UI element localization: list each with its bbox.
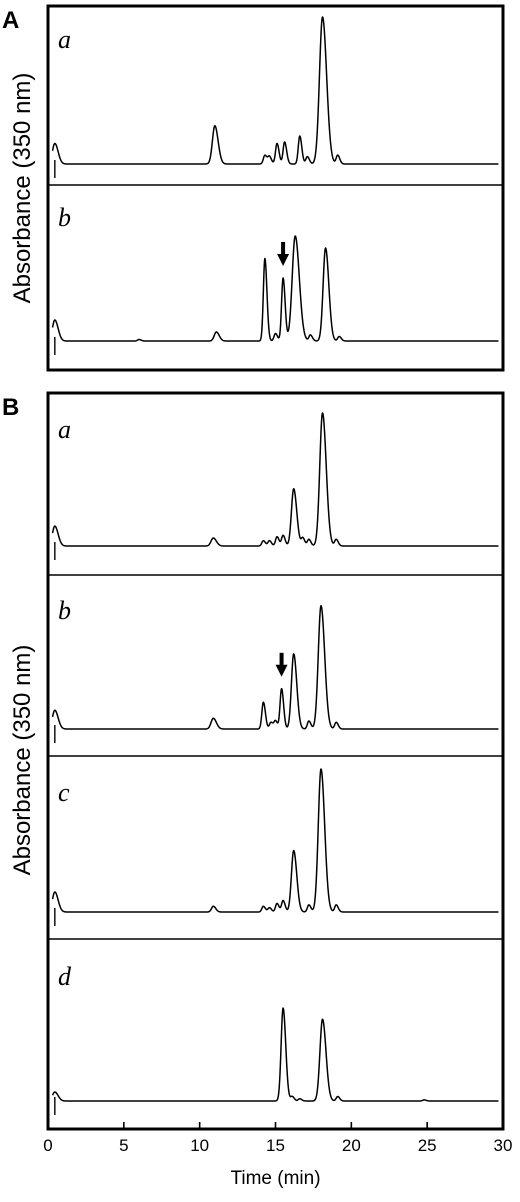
panel-a-ylabel: Absorbance (350 nm) (9, 73, 36, 304)
panel-b-trace-c-label: c (58, 778, 70, 807)
panel-a-trace-a-label: a (58, 25, 71, 54)
panel-a-trace-b-arrow-head (277, 253, 290, 266)
panel-b-trace-c-line (51, 768, 499, 913)
x-tick-label-0: 0 (43, 1136, 52, 1155)
panel-b-trace-b-label: b (58, 596, 71, 625)
panel-b-letter: B (2, 394, 19, 421)
panel-b-trace-a-line (51, 412, 499, 547)
x-tick-label-30: 30 (494, 1136, 513, 1155)
x-tick-label-20: 20 (342, 1136, 361, 1155)
panel-a-letter: A (2, 7, 19, 34)
panel-b-ylabel: Absorbance (350 nm) (9, 645, 36, 876)
x-tick-label-15: 15 (266, 1136, 285, 1155)
panel-b-trace-d-label: d (58, 962, 72, 991)
panel-b-trace-b-arrow-head (275, 664, 288, 677)
panel-a-frame (46, 4, 505, 372)
panel-a-trace-a-line (51, 16, 499, 165)
panel-a-trace-b-line (51, 235, 499, 342)
panel-b-trace-b-line (51, 604, 499, 730)
panel-b-frame (46, 391, 505, 1131)
panel-b-trace-d-line (51, 1007, 499, 1102)
panel-b-trace-a-label: a (58, 415, 71, 444)
panel-a-trace-b-label: b (58, 203, 71, 232)
x-axis-label: Time (min) (230, 1168, 320, 1189)
x-tick-label-25: 25 (418, 1136, 437, 1155)
x-tick-label-5: 5 (119, 1136, 128, 1155)
x-tick-label-10: 10 (190, 1136, 209, 1155)
